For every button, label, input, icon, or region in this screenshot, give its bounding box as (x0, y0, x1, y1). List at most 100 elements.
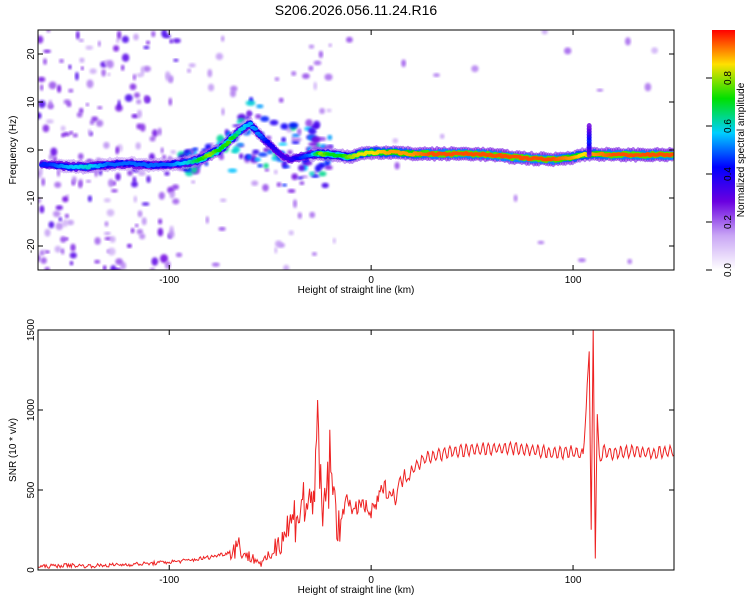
spectrogram-noise-cell (131, 113, 139, 119)
spectrogram-noise-cell (170, 150, 176, 154)
spectrogram-noise-cell (169, 39, 174, 44)
spectrogram-noise-cell (102, 265, 107, 270)
spectrogram-noise-cell (293, 199, 297, 209)
spectrogram-noise-cell (401, 59, 406, 68)
spectrogram-noise-cell (48, 154, 53, 161)
spectrogram-noise-cell (577, 258, 586, 263)
spectrogram-noise-cell (78, 107, 84, 114)
snr-x-tick-label: 0 (368, 575, 374, 586)
spectrogram-noise-cell (94, 237, 101, 245)
spectrogram-noise-cell (97, 106, 103, 110)
snr-x-axis-label: Height of straight line (km) (298, 585, 415, 596)
spectrogram-noise-cell (61, 133, 65, 138)
spectrogram-noise-cell (38, 112, 42, 120)
spectrogram-noise-cell (262, 184, 269, 192)
spectrogram-y-tick-label: 20 (26, 48, 37, 60)
spectrogram-noise-cell (66, 102, 72, 108)
spectrogram-noise-cell (40, 84, 44, 91)
spectrogram-noise-cell (43, 49, 51, 53)
spectrogram-x-tick-label: 0 (368, 275, 374, 286)
spectrogram-x-tick-label: -100 (159, 275, 179, 286)
spectrogram-chirp-cell (247, 154, 252, 160)
spectrogram-noise-cell (55, 222, 64, 231)
spectrogram-chirp-cell (239, 153, 244, 160)
spectrogram-noise-cell (44, 266, 50, 270)
spectrogram-chirp-cell (245, 100, 256, 106)
spectrogram-noise-cell (136, 99, 142, 105)
spectrogram-noise-cell (75, 71, 79, 81)
spectrogram-chirp-cell (298, 164, 306, 172)
spectrogram-noise-cell (120, 64, 125, 71)
spectrogram-noise-cell (85, 103, 90, 107)
spectrogram-noise-cell (596, 88, 604, 92)
spectrogram-y-tick-label: 0 (26, 147, 37, 153)
spectrogram-chirp-cell (246, 110, 252, 118)
spectrogram-noise-cell (52, 210, 61, 218)
spectrogram-chirp-cell (278, 142, 288, 146)
spectrogram-chirp-cell (324, 165, 333, 170)
spectrogram-noise-cell (439, 133, 445, 139)
spectrogram-noise-cell (94, 259, 101, 264)
colorbar-ticks: 0.0 0.2 0.4 0.6 0.8 (706, 71, 734, 277)
spectrogram-chirp-cell (282, 165, 291, 169)
spectrogram-noise-cell (117, 99, 121, 108)
spectrogram-noise-cell (141, 217, 147, 226)
spectrogram-chirp-cell (269, 119, 279, 126)
spectrogram-noise-cell (54, 245, 62, 253)
colorbar: 0.0 0.2 0.4 0.6 0.8 Normalized spectral ampl… (706, 30, 747, 277)
spectrogram-noise-cell (45, 119, 54, 124)
spectrogram-chirp-cell (299, 181, 305, 186)
spectrogram-noise-cell (136, 123, 143, 130)
colorbar-tick-label: 0.8 (723, 71, 734, 85)
spectrogram-chirp-cell (288, 122, 299, 129)
spectrogram-noise-cell (187, 68, 191, 73)
spectrogram-noise-cell (138, 170, 146, 176)
spectrogram-noise-cell (60, 236, 67, 243)
spectrogram-chirp-cell (317, 162, 326, 169)
spectrogram-noise-cell (48, 221, 55, 229)
colorbar-tick-label: 0.0 (723, 263, 734, 277)
spectrogram-noise-cell (91, 116, 99, 122)
spectrogram-noise-cell (433, 73, 440, 77)
spectrogram-noise-cell (75, 30, 80, 40)
spectrogram-noise-cell (158, 218, 163, 225)
spectrogram-noise-cell (44, 228, 51, 237)
spectrogram-noise-cell (291, 71, 297, 76)
spectrogram-chirp-cell (308, 127, 317, 135)
spectrogram-noise-cell (107, 247, 116, 256)
spectrogram-noise-cell (86, 79, 94, 89)
spectrogram-noise-cell (151, 30, 156, 38)
spectrogram-noise-cell (188, 63, 196, 68)
spectrogram-noise-cell (537, 240, 545, 245)
spectrogram-noise-cell (38, 100, 46, 109)
spectrogram-noise-cell (57, 84, 62, 93)
spectrogram-x-tick-label: 100 (565, 275, 582, 286)
spectrogram-noise-cell (275, 240, 283, 248)
spectrogram-noise-cell (168, 230, 175, 239)
spectrogram-noise-cell (302, 73, 310, 79)
spectrogram-noise-cell (115, 146, 119, 155)
spectrogram-noise-cell (346, 36, 353, 43)
spectrogram-chirp-cell (252, 149, 260, 155)
spectrogram-noise-cell (78, 38, 84, 43)
spectrogram-signal-cell (247, 121, 254, 126)
spectrogram-noise-cell (55, 205, 63, 211)
spectrogram-noise-cell (471, 65, 479, 73)
spectrogram-noise-cell (175, 252, 183, 258)
spectrogram-noise-cell (134, 92, 140, 98)
spectrogram-noise-cell (309, 211, 316, 218)
spectrogram-chirp-cell (192, 147, 199, 151)
spectrogram-noise-cell (121, 53, 130, 62)
spectrogram-noise-cell (326, 108, 332, 113)
spectrogram-noise-cell (80, 66, 84, 71)
spectrogram-noise-cell (64, 213, 69, 219)
spectrogram-chirp-cell (287, 149, 293, 155)
spectrogram-noise-cell (130, 228, 135, 234)
spectrogram-noise-cell (215, 52, 224, 61)
spectrogram-noise-cell (45, 250, 50, 254)
spectrogram-noise-cell (115, 172, 121, 181)
spectrogram-chirp-cell (227, 168, 238, 173)
spectrogram-noise-cell (48, 81, 57, 90)
spectrogram-noise-cell (208, 83, 215, 92)
